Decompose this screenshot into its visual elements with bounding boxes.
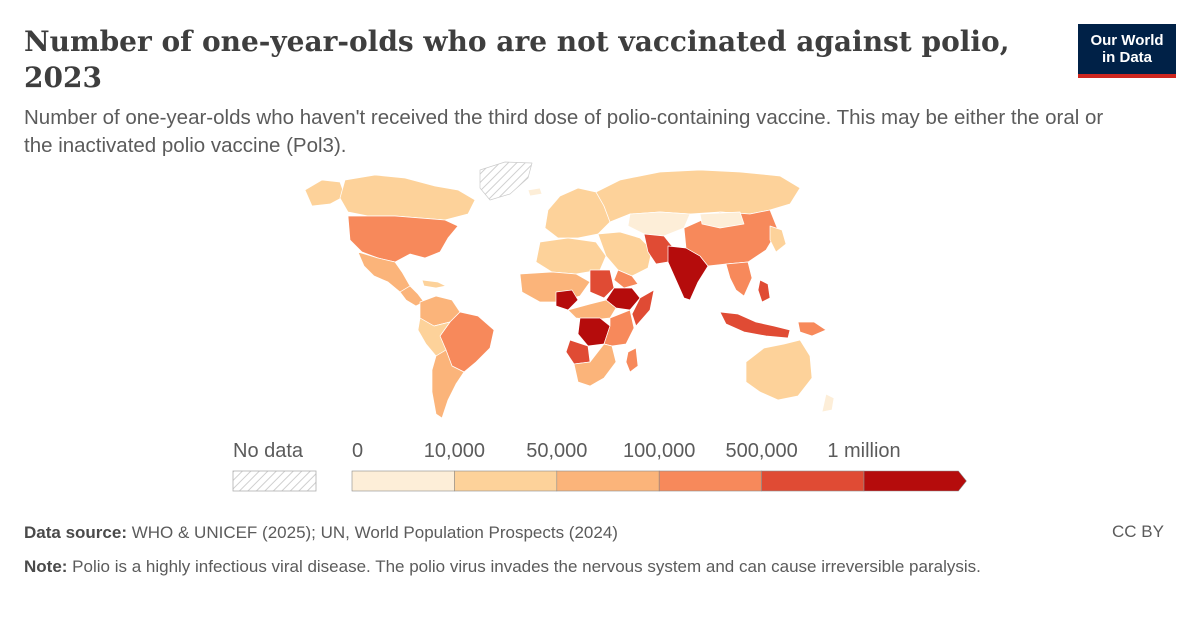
region-madagascar[interactable] bbox=[625, 347, 639, 373]
region-united-states[interactable] bbox=[347, 215, 459, 263]
world-map[interactable] bbox=[300, 160, 880, 430]
region-mongolia[interactable] bbox=[699, 211, 745, 229]
legend-tick-label: 50,000 bbox=[526, 440, 588, 462]
license-link[interactable]: CC BY bbox=[1112, 522, 1164, 541]
region-new-zealand[interactable] bbox=[821, 393, 835, 413]
owid-logo[interactable]: Our World in Data bbox=[1078, 24, 1176, 78]
region-philippines[interactable] bbox=[757, 279, 771, 303]
chart-subtitle: Number of one-year-olds who haven't rece… bbox=[24, 106, 1104, 157]
legend-tick-label: 10,000 bbox=[423, 440, 485, 462]
legend-bin-3[interactable] bbox=[658, 470, 762, 492]
region-central-asia[interactable] bbox=[627, 211, 691, 237]
region-indonesia[interactable] bbox=[719, 311, 791, 339]
source-label: Data source: bbox=[24, 523, 127, 542]
legend-no-data-label: No data bbox=[233, 440, 304, 462]
logo-line-1: Our World bbox=[1090, 32, 1164, 49]
region-east-africa[interactable] bbox=[603, 309, 635, 347]
no-data-swatch bbox=[232, 470, 317, 492]
region-canada[interactable] bbox=[339, 174, 476, 221]
region-southeast-asia[interactable] bbox=[725, 261, 753, 297]
legend-bin-4[interactable] bbox=[761, 470, 865, 492]
region-yemen[interactable] bbox=[613, 269, 639, 289]
legend-bin-1[interactable] bbox=[454, 470, 558, 492]
legend-bin-2[interactable] bbox=[556, 470, 660, 492]
legend-tick-label: 0 bbox=[352, 440, 364, 462]
legend-bin-5[interactable] bbox=[863, 470, 967, 492]
region-central-africa[interactable] bbox=[567, 299, 617, 321]
region-caribbean[interactable] bbox=[421, 279, 447, 289]
note-text: Polio is a highly infectious viral disea… bbox=[67, 557, 981, 576]
region-australia[interactable] bbox=[745, 339, 813, 401]
logo-line-2: in Data bbox=[1101, 49, 1152, 66]
note-label: Note: bbox=[24, 557, 68, 576]
region-argentina-chile[interactable] bbox=[431, 349, 465, 419]
region-middle-east[interactable] bbox=[597, 231, 653, 277]
region-somalia[interactable] bbox=[631, 289, 655, 327]
region-alaska[interactable] bbox=[304, 179, 346, 207]
region-north-africa[interactable] bbox=[535, 237, 607, 275]
chart-title: Number of one-year-olds who are not vacc… bbox=[24, 25, 1010, 94]
legend-tick-label: 500,000 bbox=[725, 440, 798, 462]
region-southern-africa[interactable] bbox=[573, 343, 617, 387]
region-papua-new-guinea[interactable] bbox=[797, 321, 827, 337]
legend-tick-label: 1 million bbox=[827, 440, 901, 462]
region-japan-korea[interactable] bbox=[769, 225, 787, 253]
chart-note: Note: Polio is a highly infectious viral… bbox=[24, 555, 1114, 578]
legend-bins bbox=[351, 470, 967, 492]
region-iceland[interactable] bbox=[527, 187, 543, 197]
region-sudan[interactable] bbox=[589, 269, 615, 299]
source-text: WHO & UNICEF (2025); UN, World Populatio… bbox=[126, 523, 618, 542]
legend-tick-label: 100,000 bbox=[623, 440, 696, 462]
region-greenland[interactable] bbox=[479, 161, 533, 201]
data-source: Data source: WHO & UNICEF (2025); UN, Wo… bbox=[24, 521, 618, 544]
region-west-africa[interactable] bbox=[519, 271, 591, 303]
region-nigeria[interactable] bbox=[555, 289, 579, 311]
legend-bin-0[interactable] bbox=[351, 470, 455, 492]
